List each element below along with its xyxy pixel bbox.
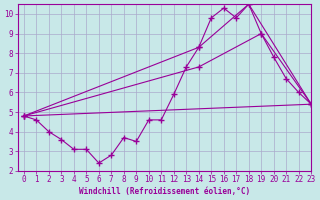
X-axis label: Windchill (Refroidissement éolien,°C): Windchill (Refroidissement éolien,°C) [79,187,250,196]
